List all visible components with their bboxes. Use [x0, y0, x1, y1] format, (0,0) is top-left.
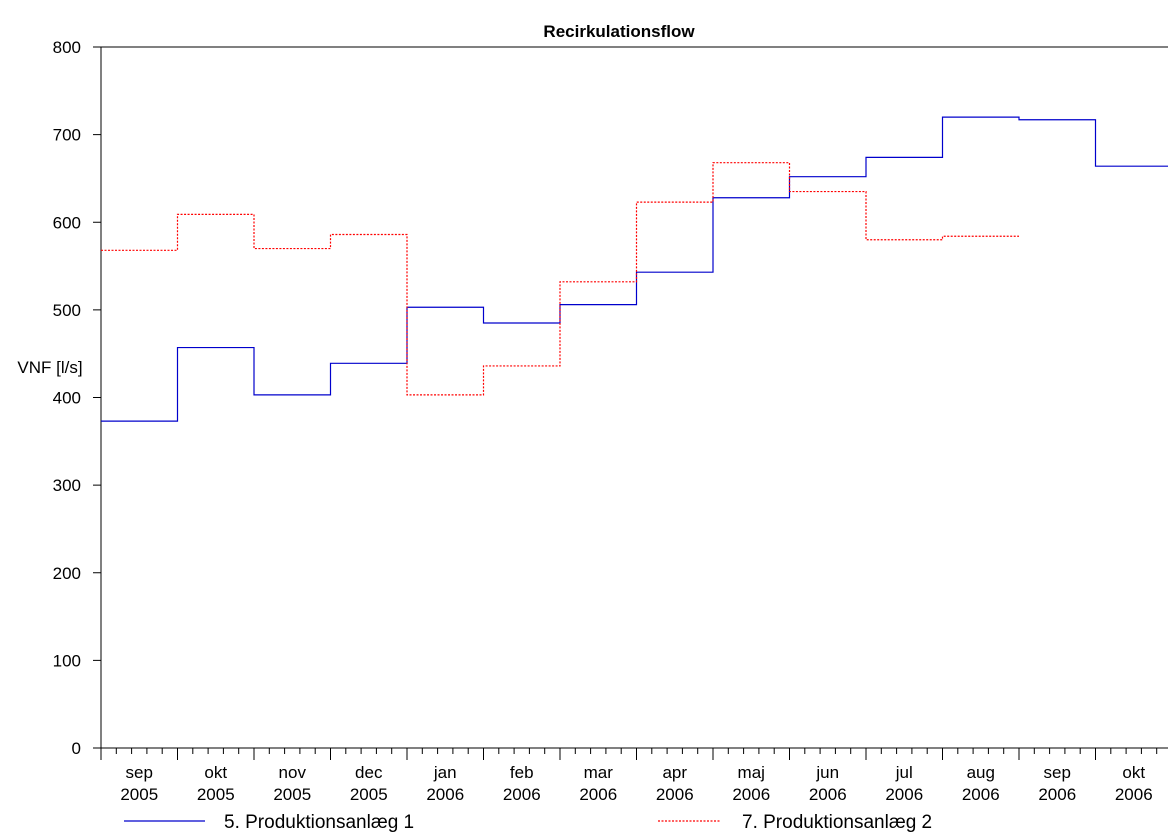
- y-tick-label: 700: [53, 126, 81, 145]
- y-axis-label: VNF [l/s]: [17, 358, 82, 377]
- y-tick-label: 400: [53, 389, 81, 408]
- y-tick-label: 100: [53, 651, 81, 670]
- y-axis: 0 100 200 300 400 500 600 700 800: [53, 38, 101, 758]
- x-tick-label-year: 2006: [732, 785, 770, 804]
- x-tick-label-year: 2006: [579, 785, 617, 804]
- x-tick-label-year: 2006: [503, 785, 541, 804]
- x-tick-label-year: 2006: [426, 785, 464, 804]
- plot-frame: [100, 46, 1168, 749]
- x-tick-label-month: jun: [815, 763, 839, 782]
- y-tick-label: 0: [72, 739, 81, 758]
- x-tick-label-year: 2006: [656, 785, 694, 804]
- legend-label-2: 7. Produktionsanlæg 2: [742, 812, 932, 833]
- x-tick-label-year: 2005: [273, 785, 311, 804]
- x-axis: sep 2005 okt 2005 nov 2005 dec 2005 jan 2006 feb 20…: [100, 748, 1158, 804]
- x-tick-label-year: 2006: [809, 785, 847, 804]
- chart-title: Recirkulationsflow: [543, 22, 695, 41]
- x-tick-label-month: nov: [279, 763, 307, 782]
- legend: 5. Produktionsanlæg 1 7. Produktionsanlæg…: [124, 812, 932, 833]
- y-tick-label: 500: [53, 301, 81, 320]
- x-tick-label-month: sep: [126, 763, 153, 782]
- x-tick-label-month: dec: [355, 763, 383, 782]
- x-tick-label-year: 2006: [1038, 785, 1076, 804]
- y-tick-label: 800: [53, 38, 81, 57]
- x-tick-label-month: maj: [738, 763, 765, 782]
- series-line-2: [101, 162, 1019, 396]
- x-tick-label-year: 2005: [197, 785, 235, 804]
- y-tick-label: 200: [53, 564, 81, 583]
- x-tick-label-month: feb: [510, 763, 534, 782]
- x-tick-label-year: 2006: [885, 785, 923, 804]
- x-tick-label-year: 2006: [1115, 785, 1153, 804]
- series-layer: [101, 116, 1168, 422]
- x-tick-label-year: 2005: [350, 785, 388, 804]
- x-tick-label-month: aug: [967, 763, 995, 782]
- x-tick-label-month: apr: [662, 763, 687, 782]
- x-tick-label-year: 2005: [120, 785, 158, 804]
- x-tick-label-month: jan: [433, 763, 457, 782]
- x-tick-label-year: 2006: [962, 785, 1000, 804]
- x-tick-label-month: jul: [895, 763, 913, 782]
- legend-label-1: 5. Produktionsanlæg 1: [224, 812, 414, 833]
- series-line-1: [101, 116, 1168, 422]
- x-tick-label-month: sep: [1044, 763, 1071, 782]
- y-tick-label: 600: [53, 213, 81, 232]
- x-tick-label-month: mar: [584, 763, 614, 782]
- x-tick-label-month: okt: [204, 763, 227, 782]
- x-tick-label-month: okt: [1122, 763, 1145, 782]
- y-tick-label: 300: [53, 476, 81, 495]
